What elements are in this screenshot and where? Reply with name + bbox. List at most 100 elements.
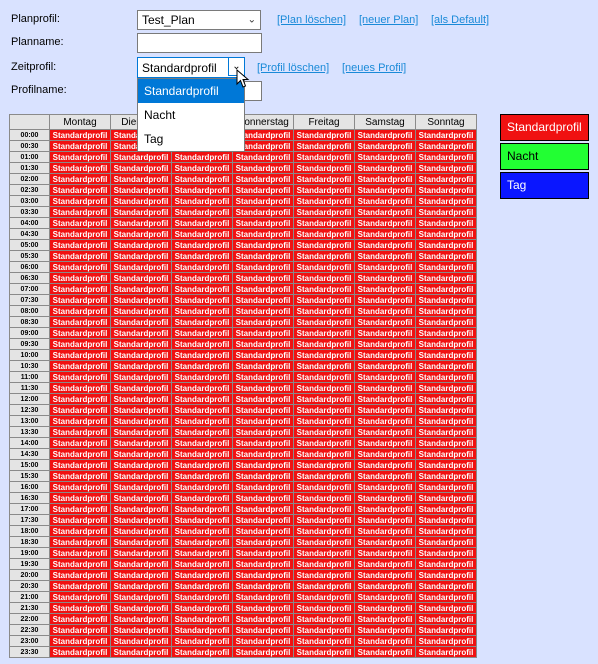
schedule-cell[interactable]: Standardprofil <box>415 151 477 163</box>
schedule-cell[interactable]: Standardprofil <box>354 646 416 658</box>
schedule-cell[interactable]: Standardprofil <box>49 162 111 174</box>
schedule-cell[interactable]: Standardprofil <box>49 525 111 537</box>
schedule-cell[interactable]: Standardprofil <box>415 646 477 658</box>
schedule-cell[interactable]: Standardprofil <box>293 591 355 603</box>
schedule-cell[interactable]: Standardprofil <box>293 536 355 548</box>
schedule-cell[interactable]: Standardprofil <box>232 349 294 361</box>
schedule-cell[interactable]: Standardprofil <box>110 272 172 284</box>
schedule-cell[interactable]: Standardprofil <box>171 206 233 218</box>
schedule-cell[interactable]: Standardprofil <box>171 228 233 240</box>
schedule-cell[interactable]: Standardprofil <box>232 580 294 592</box>
schedule-cell[interactable]: Standardprofil <box>49 184 111 196</box>
schedule-cell[interactable]: Standardprofil <box>293 151 355 163</box>
schedule-cell[interactable]: Standardprofil <box>232 558 294 570</box>
schedule-cell[interactable]: Standardprofil <box>293 624 355 636</box>
schedule-cell[interactable]: Standardprofil <box>354 393 416 405</box>
schedule-cell[interactable]: Standardprofil <box>171 360 233 372</box>
schedule-cell[interactable]: Standardprofil <box>110 239 172 251</box>
schedule-cell[interactable]: Standardprofil <box>354 613 416 625</box>
schedule-cell[interactable]: Standardprofil <box>49 195 111 207</box>
schedule-cell[interactable]: Standardprofil <box>49 613 111 625</box>
schedule-cell[interactable]: Standardprofil <box>293 437 355 449</box>
schedule-cell[interactable]: Standardprofil <box>415 349 477 361</box>
schedule-cell[interactable]: Standardprofil <box>232 283 294 295</box>
schedule-cell[interactable]: Standardprofil <box>49 316 111 328</box>
schedule-cell[interactable]: Standardprofil <box>232 514 294 526</box>
schedule-cell[interactable]: Standardprofil <box>293 481 355 493</box>
schedule-cell[interactable]: Standardprofil <box>110 294 172 306</box>
schedule-cell[interactable]: Standardprofil <box>354 481 416 493</box>
schedule-cell[interactable]: Standardprofil <box>232 624 294 636</box>
schedule-cell[interactable]: Standardprofil <box>49 503 111 515</box>
schedule-cell[interactable]: Standardprofil <box>293 140 355 152</box>
schedule-cell[interactable]: Standardprofil <box>232 316 294 328</box>
schedule-cell[interactable]: Standardprofil <box>110 426 172 438</box>
schedule-cell[interactable]: Standardprofil <box>49 492 111 504</box>
neues-profil-link[interactable]: [neues Profil] <box>342 62 407 74</box>
schedule-cell[interactable]: Standardprofil <box>293 173 355 185</box>
schedule-cell[interactable]: Standardprofil <box>293 272 355 284</box>
schedule-cell[interactable]: Standardprofil <box>232 547 294 559</box>
schedule-cell[interactable]: Standardprofil <box>232 294 294 306</box>
schedule-cell[interactable]: Standardprofil <box>415 129 477 141</box>
schedule-cell[interactable]: Standardprofil <box>110 470 172 482</box>
schedule-cell[interactable]: Standardprofil <box>171 239 233 251</box>
schedule-cell[interactable]: Standardprofil <box>354 360 416 372</box>
schedule-cell[interactable]: Standardprofil <box>171 261 233 273</box>
schedule-cell[interactable]: Standardprofil <box>110 635 172 647</box>
schedule-cell[interactable]: Standardprofil <box>171 459 233 471</box>
schedule-cell[interactable]: Standardprofil <box>49 250 111 262</box>
schedule-cell[interactable]: Standardprofil <box>415 140 477 152</box>
schedule-cell[interactable]: Standardprofil <box>354 624 416 636</box>
legend-item[interactable]: Nacht <box>500 143 589 170</box>
schedule-cell[interactable]: Standardprofil <box>354 492 416 504</box>
schedule-cell[interactable]: Standardprofil <box>49 580 111 592</box>
schedule-cell[interactable]: Standardprofil <box>110 316 172 328</box>
schedule-cell[interactable]: Standardprofil <box>232 602 294 614</box>
schedule-cell[interactable]: Standardprofil <box>49 404 111 416</box>
schedule-cell[interactable]: Standardprofil <box>171 470 233 482</box>
schedule-cell[interactable]: Standardprofil <box>49 338 111 350</box>
schedule-cell[interactable]: Standardprofil <box>49 349 111 361</box>
schedule-cell[interactable]: Standardprofil <box>293 294 355 306</box>
schedule-cell[interactable]: Standardprofil <box>110 327 172 339</box>
schedule-cell[interactable]: Standardprofil <box>110 195 172 207</box>
schedule-cell[interactable]: Standardprofil <box>171 525 233 537</box>
schedule-cell[interactable]: Standardprofil <box>415 371 477 383</box>
schedule-cell[interactable]: Standardprofil <box>354 283 416 295</box>
schedule-cell[interactable]: Standardprofil <box>171 283 233 295</box>
schedule-cell[interactable]: Standardprofil <box>415 206 477 218</box>
schedule-cell[interactable]: Standardprofil <box>293 602 355 614</box>
schedule-cell[interactable]: Standardprofil <box>171 426 233 438</box>
schedule-cell[interactable]: Standardprofil <box>415 250 477 262</box>
schedule-cell[interactable]: Standardprofil <box>293 514 355 526</box>
schedule-cell[interactable]: Standardprofil <box>110 547 172 559</box>
schedule-cell[interactable]: Standardprofil <box>110 305 172 317</box>
schedule-cell[interactable]: Standardprofil <box>293 184 355 196</box>
schedule-cell[interactable]: Standardprofil <box>49 360 111 372</box>
profil-loeschen-link[interactable]: [Profil löschen] <box>257 62 330 74</box>
schedule-cell[interactable]: Standardprofil <box>415 294 477 306</box>
schedule-cell[interactable]: Standardprofil <box>293 162 355 174</box>
dropdown-option-tag[interactable]: Tag <box>144 132 164 146</box>
schedule-cell[interactable]: Standardprofil <box>354 305 416 317</box>
schedule-cell[interactable]: Standardprofil <box>171 514 233 526</box>
schedule-cell[interactable]: Standardprofil <box>415 459 477 471</box>
schedule-cell[interactable]: Standardprofil <box>49 305 111 317</box>
schedule-cell[interactable]: Standardprofil <box>49 514 111 526</box>
schedule-cell[interactable]: Standardprofil <box>232 470 294 482</box>
schedule-cell[interactable]: Standardprofil <box>49 261 111 273</box>
dropdown-option-nacht[interactable]: Nacht <box>144 108 176 122</box>
schedule-cell[interactable]: Standardprofil <box>232 536 294 548</box>
schedule-cell[interactable]: Standardprofil <box>232 646 294 658</box>
schedule-cell[interactable]: Standardprofil <box>293 393 355 405</box>
schedule-cell[interactable]: Standardprofil <box>415 547 477 559</box>
schedule-cell[interactable]: Standardprofil <box>232 371 294 383</box>
schedule-cell[interactable]: Standardprofil <box>232 195 294 207</box>
schedule-cell[interactable]: Standardprofil <box>415 162 477 174</box>
schedule-cell[interactable]: Standardprofil <box>293 261 355 273</box>
schedule-cell[interactable]: Standardprofil <box>293 404 355 416</box>
schedule-cell[interactable]: Standardprofil <box>293 635 355 647</box>
schedule-cell[interactable]: Standardprofil <box>354 140 416 152</box>
schedule-cell[interactable]: Standardprofil <box>171 624 233 636</box>
